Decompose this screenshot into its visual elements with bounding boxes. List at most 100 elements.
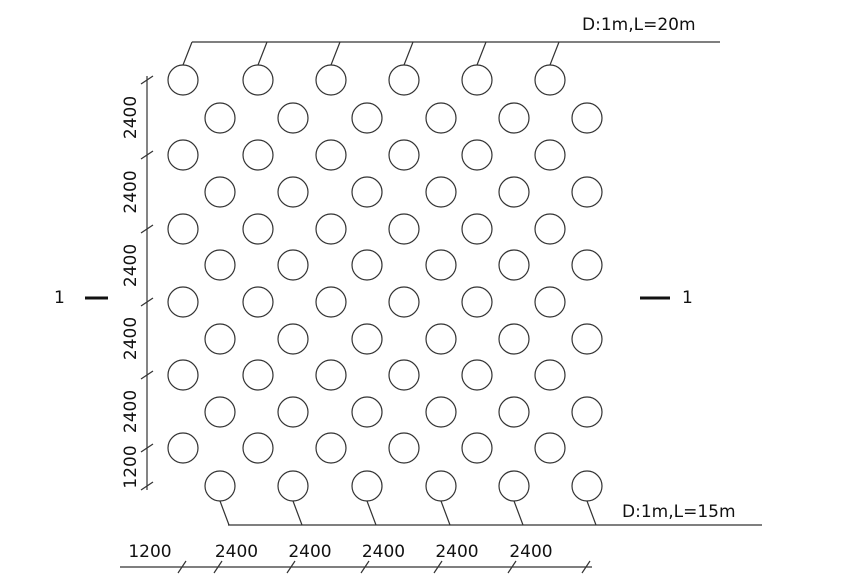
branch — [440, 500, 451, 526]
dimension-tick — [140, 443, 154, 453]
dimension-label: 2400 — [509, 542, 552, 562]
pile — [242, 213, 274, 245]
pile — [388, 213, 420, 245]
pile — [351, 396, 383, 428]
pile — [461, 359, 493, 391]
pile — [204, 176, 236, 208]
pile — [534, 359, 566, 391]
pile — [204, 396, 236, 428]
pile — [167, 64, 199, 96]
branch — [586, 500, 597, 526]
pile — [461, 64, 493, 96]
pile — [167, 286, 199, 318]
dimension-tick — [286, 560, 296, 574]
pile — [277, 396, 309, 428]
pile — [498, 470, 530, 502]
top-pipe-label: D:1m,L=20m — [582, 15, 696, 35]
pile — [571, 176, 603, 208]
pile — [277, 102, 309, 134]
dimension-label: 2400 — [435, 542, 478, 562]
dimension-tick — [140, 224, 154, 234]
dimension-label: 2400 — [121, 317, 141, 360]
pile — [351, 249, 383, 281]
pile — [242, 139, 274, 171]
dimension-label: 2400 — [121, 244, 141, 287]
pile — [204, 249, 236, 281]
branch — [182, 41, 193, 66]
pile — [315, 359, 347, 391]
pile — [277, 323, 309, 355]
dimension-tick — [433, 560, 443, 574]
pile — [277, 249, 309, 281]
pile — [498, 249, 530, 281]
pile — [534, 432, 566, 464]
pile — [425, 176, 457, 208]
pile — [351, 470, 383, 502]
dimension-tick — [213, 560, 223, 574]
pile — [315, 64, 347, 96]
dimension-tick — [140, 150, 154, 160]
pile — [388, 64, 420, 96]
pile — [571, 102, 603, 134]
pile — [167, 432, 199, 464]
branch — [403, 41, 414, 66]
dimension-tick — [140, 481, 154, 491]
pile — [277, 470, 309, 502]
dimension-label: 2400 — [215, 542, 258, 562]
pile — [315, 286, 347, 318]
pile — [242, 64, 274, 96]
pile — [204, 470, 236, 502]
pile — [351, 176, 383, 208]
pile — [425, 470, 457, 502]
branch — [257, 41, 268, 66]
bottom-pipe-label: D:1m,L=15m — [622, 502, 736, 522]
pile — [425, 102, 457, 134]
dimension-label: 2400 — [121, 390, 141, 433]
pile — [425, 396, 457, 428]
pile — [315, 213, 347, 245]
dimension-tick — [140, 297, 154, 307]
pile — [534, 139, 566, 171]
dimension-tick — [177, 560, 187, 574]
dimension-label: 1200 — [121, 445, 141, 488]
pile — [388, 286, 420, 318]
pile — [242, 286, 274, 318]
pile — [534, 64, 566, 96]
pile — [498, 102, 530, 134]
pile — [242, 359, 274, 391]
dimension-tick — [581, 560, 591, 574]
dimension-label: 2400 — [362, 542, 405, 562]
pile — [571, 470, 603, 502]
dimension-label: 2400 — [288, 542, 331, 562]
branch — [330, 41, 341, 66]
pile — [425, 323, 457, 355]
pile — [167, 359, 199, 391]
branch — [476, 41, 487, 66]
pile — [461, 432, 493, 464]
branch — [292, 500, 303, 526]
pile — [242, 432, 274, 464]
pile — [204, 323, 236, 355]
pile — [167, 213, 199, 245]
pile — [204, 102, 236, 134]
dimension-tick — [140, 75, 154, 85]
dimension-label: 2400 — [121, 96, 141, 139]
branch — [366, 500, 377, 526]
pile — [351, 323, 383, 355]
pile — [388, 432, 420, 464]
pile — [351, 102, 383, 134]
pile — [498, 396, 530, 428]
pile — [534, 286, 566, 318]
dimension-tick — [360, 560, 370, 574]
pile — [498, 323, 530, 355]
pile — [388, 139, 420, 171]
pile — [461, 213, 493, 245]
pile — [534, 213, 566, 245]
dimension-tick — [140, 370, 154, 380]
branch — [513, 500, 524, 526]
branch — [219, 500, 230, 526]
pile — [167, 139, 199, 171]
pile — [461, 286, 493, 318]
dimension-label: 1200 — [128, 542, 171, 562]
